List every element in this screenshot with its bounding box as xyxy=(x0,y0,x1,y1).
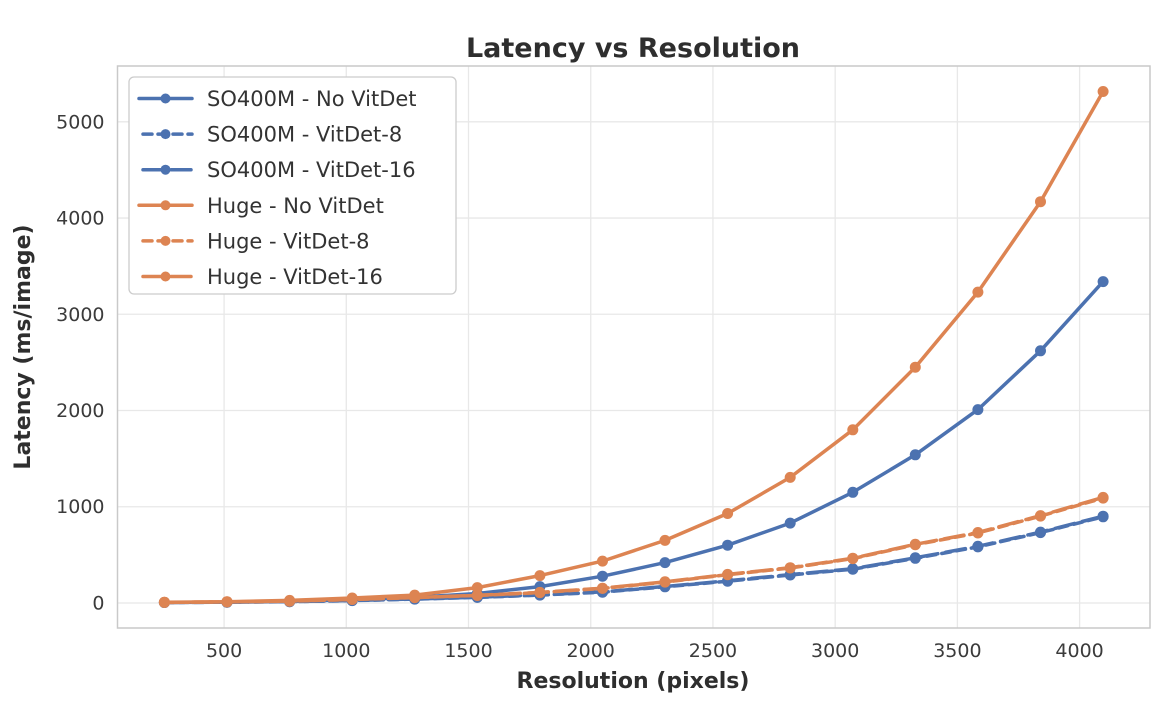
data-point xyxy=(847,563,859,575)
x-tick-label: 3500 xyxy=(933,640,981,662)
data-point xyxy=(597,570,608,582)
data-point xyxy=(221,596,233,608)
x-tick-label: 2000 xyxy=(567,640,615,662)
data-point xyxy=(409,592,421,603)
legend-sample-marker xyxy=(160,129,171,140)
data-point xyxy=(722,539,734,551)
y-axis-label: Latency (ms/image) xyxy=(11,224,36,469)
data-point xyxy=(972,286,984,298)
data-point xyxy=(784,562,796,574)
y-tick-label: 3000 xyxy=(56,304,104,326)
data-point xyxy=(284,595,296,607)
data-point xyxy=(659,534,671,546)
data-point xyxy=(471,582,483,594)
data-point xyxy=(847,486,859,498)
x-tick-label: 500 xyxy=(206,640,242,662)
series-layer xyxy=(158,86,1109,608)
data-point xyxy=(346,593,358,605)
data-point xyxy=(972,540,984,552)
data-point xyxy=(534,586,546,598)
data-point xyxy=(722,568,734,580)
x-tick-label: 2500 xyxy=(689,640,737,662)
legend-label: Huge - No VitDet xyxy=(207,194,384,218)
data-point xyxy=(909,361,921,373)
legend-sample-marker xyxy=(160,235,171,246)
chart-title: Latency vs Resolution xyxy=(466,33,800,64)
data-point xyxy=(1097,510,1109,522)
legend-label: Huge - VitDet-8 xyxy=(207,229,370,253)
data-point xyxy=(597,582,608,594)
x-tick-label: 1000 xyxy=(322,640,370,662)
data-point xyxy=(1097,491,1109,503)
legend-label: SO400M - VitDet-8 xyxy=(207,123,402,147)
legend-sample-marker xyxy=(160,164,171,175)
data-point xyxy=(909,552,921,564)
legend-box xyxy=(128,76,457,295)
data-point xyxy=(909,449,921,461)
tick-layer: 500 1000 1500 2000 2500 3000 3500 4000 0 1000 2000… xyxy=(56,111,1104,662)
x-axis-label: Resolution (pixels) xyxy=(517,669,750,694)
legend-label: SO400M - No VitDet xyxy=(207,87,417,111)
series-line-1 xyxy=(162,279,1105,605)
legend: SO400M - No VitDet SO400M - VitDet-8 SO400… xyxy=(128,76,457,295)
y-tick-label: 4000 xyxy=(56,208,104,230)
data-point xyxy=(972,527,984,538)
data-point xyxy=(1035,510,1046,522)
y-tick-label: 2000 xyxy=(56,400,104,422)
data-point xyxy=(1035,196,1046,208)
legend-sample-marker xyxy=(160,93,171,104)
y-tick-label: 0 xyxy=(92,592,104,614)
data-point xyxy=(909,538,921,550)
x-tick-label: 1500 xyxy=(444,640,492,662)
data-point xyxy=(659,557,671,569)
data-point xyxy=(972,404,984,416)
legend-label: Huge - VitDet-16 xyxy=(207,265,383,289)
data-point xyxy=(847,552,859,564)
series-line-3 xyxy=(162,514,1105,605)
grid-layer xyxy=(117,66,1150,628)
data-point xyxy=(659,576,671,588)
data-point xyxy=(722,508,734,519)
data-point xyxy=(1035,345,1046,357)
legend-label: SO400M - VitDet-16 xyxy=(207,158,416,182)
data-point xyxy=(534,570,546,582)
y-tick-label: 1000 xyxy=(56,496,104,518)
data-point xyxy=(471,589,483,601)
legend-sample-marker xyxy=(160,271,171,282)
data-point xyxy=(1035,526,1046,538)
data-point xyxy=(784,517,796,529)
series-line-6 xyxy=(162,495,1105,605)
data-point xyxy=(784,471,796,483)
y-tick-label: 5000 xyxy=(56,111,104,133)
data-point xyxy=(1097,86,1109,97)
data-point xyxy=(597,555,608,567)
legend-sample-marker xyxy=(160,200,171,211)
data-point xyxy=(1097,276,1109,288)
x-tick-label: 4000 xyxy=(1055,640,1103,662)
data-point xyxy=(847,424,859,436)
data-point xyxy=(158,596,170,608)
plot-area xyxy=(116,65,1151,629)
x-tick-label: 3000 xyxy=(811,640,859,662)
